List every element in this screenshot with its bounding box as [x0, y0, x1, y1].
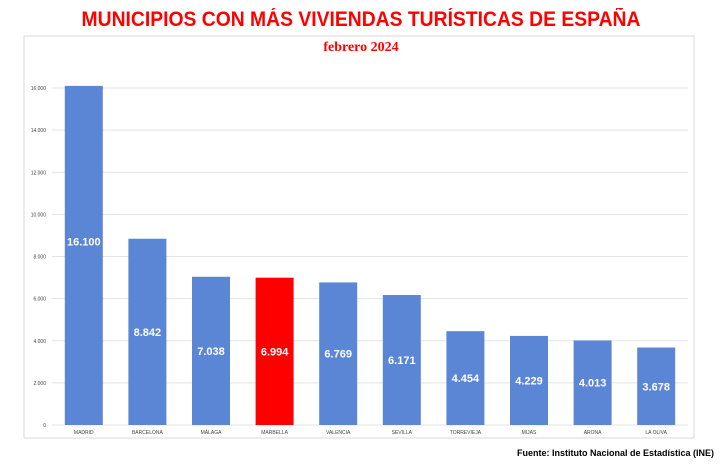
bar-mijas [510, 335, 548, 425]
bar-madrid [64, 85, 103, 426]
plot-area-border [23, 35, 695, 439]
data-label: 4.229 [515, 375, 543, 387]
data-label: 4.013 [579, 378, 607, 390]
y-tick-label: 6.000 [33, 297, 46, 303]
data-label: 7.038 [197, 346, 225, 358]
source-note: Fuente: Instituto Nacional de Estadístic… [516, 448, 714, 458]
bars [64, 85, 676, 426]
category-label: MIJAS [522, 430, 537, 436]
chart-subtitle: febrero 2024 [323, 40, 399, 55]
y-tick-label: 4.000 [33, 339, 46, 345]
chart-title: MUNICIPIOS CON MÁS VIVIENDAS TURÍSTICAS … [81, 8, 641, 31]
data-label: 4.454 [452, 373, 480, 385]
category-label: MADRID [74, 430, 94, 436]
category-label: MARBELLA [261, 430, 288, 436]
category-label: VALENCIA [326, 430, 351, 436]
data-label: 6.769 [324, 349, 352, 361]
category-label: SEVILLA [392, 430, 413, 436]
data-label: 6.171 [388, 355, 416, 367]
category-label: TORREVIEJA [450, 430, 482, 436]
y-tick-label: 16.000 [31, 86, 47, 92]
data-labels: 16.100 8.842 7.038 6.994 6.769 6.171 4.454 4.22… [67, 236, 670, 393]
bar-barcelona [128, 238, 167, 425]
data-label: 6.994 [261, 346, 289, 358]
y-axis-ticks: 0 2.000 4.000 6.000 8.000 10.000 12.000 14.000 1… [31, 86, 47, 429]
category-label: LA OLIVA [645, 430, 667, 436]
y-tick-label: 8.000 [33, 255, 46, 261]
y-tick-label: 0 [43, 423, 46, 429]
category-labels: MADRID BARCELONA MÁLAGA MARBELLA VALENCIA SEV… [74, 429, 668, 436]
bar-arona [573, 340, 612, 425]
bar-sevilla [382, 295, 421, 425]
y-tick-label: 14.000 [31, 128, 47, 134]
bar-torrevieja [446, 331, 485, 425]
data-label: 3.678 [642, 381, 670, 393]
y-tick-label: 2.000 [33, 381, 46, 387]
category-label: BARCELONA [132, 430, 164, 436]
bar-la-oliva [637, 347, 676, 425]
bar-m-laga [192, 276, 230, 425]
category-label: MÁLAGA [201, 429, 223, 436]
y-tick-label: 10.000 [31, 212, 47, 218]
data-label: 16.100 [67, 236, 101, 248]
y-tick-label: 12.000 [31, 170, 47, 176]
category-label: ARONA [584, 430, 602, 436]
bar-valencia [319, 282, 358, 425]
data-label: 8.842 [134, 327, 162, 339]
bar-marbella [255, 277, 294, 425]
